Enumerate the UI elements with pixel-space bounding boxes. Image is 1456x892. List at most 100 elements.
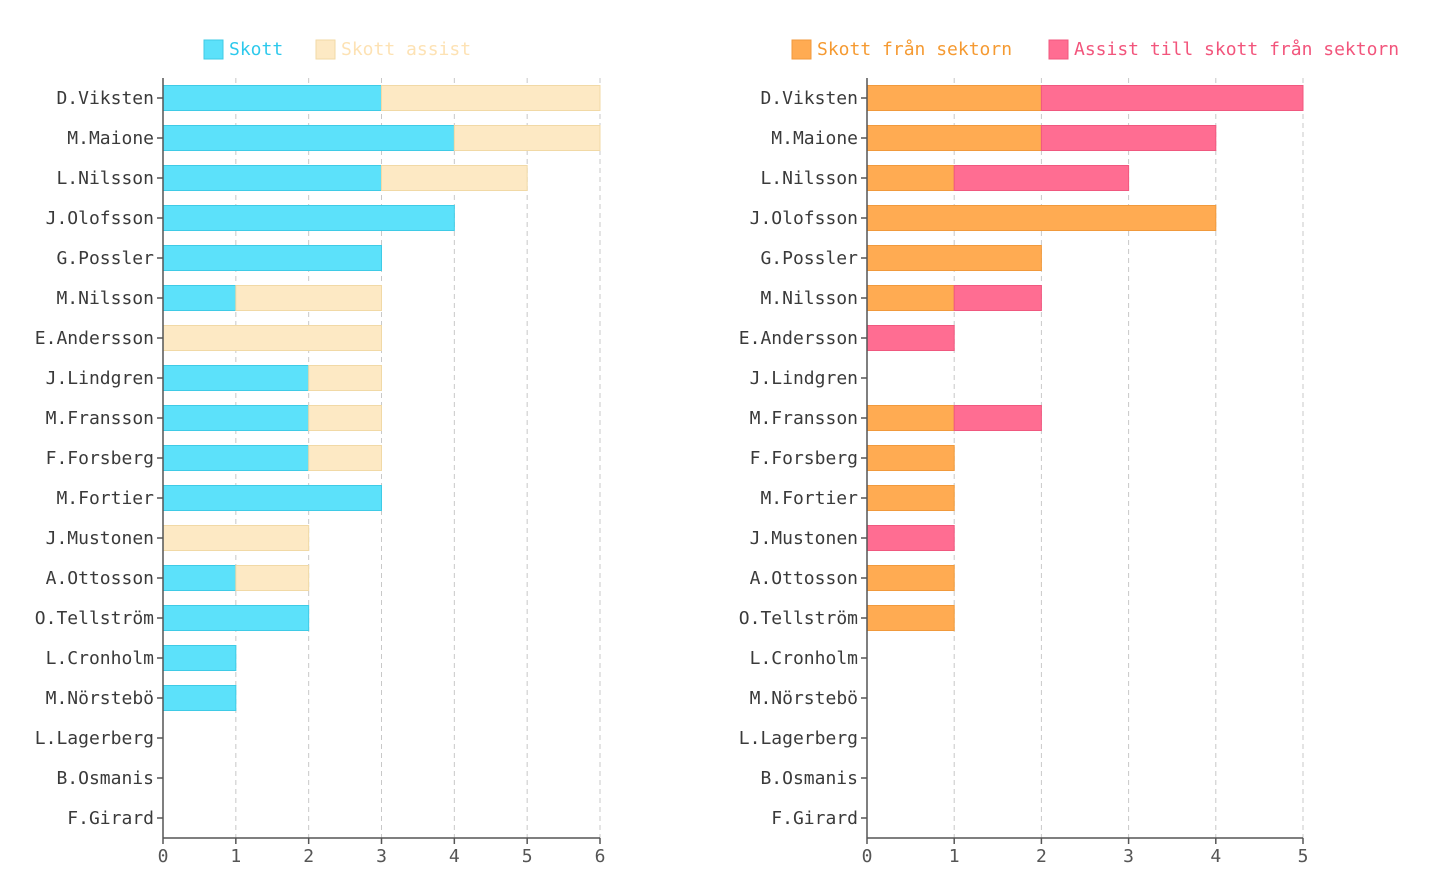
category-label: A.Ottosson [46, 568, 154, 589]
bar-primary [162, 645, 237, 671]
category-label: M.Fransson [750, 408, 858, 429]
category-label: F.Forsberg [46, 448, 154, 469]
bar-secondary [308, 365, 382, 391]
bar-primary [162, 605, 310, 631]
x-tick-label: 6 [595, 846, 606, 867]
bar-primary [162, 565, 237, 591]
bar-primary [866, 605, 955, 631]
x-tick-label: 4 [449, 846, 460, 867]
category-label: G.Possler [760, 248, 858, 269]
bar-secondary [453, 125, 601, 151]
bar-primary [162, 365, 310, 391]
bar-secondary [235, 565, 310, 591]
bar-secondary [308, 405, 382, 431]
x-tick-label: 3 [376, 846, 387, 867]
category-label: F.Forsberg [750, 448, 858, 469]
bar-secondary [162, 325, 382, 351]
bar-primary [162, 445, 310, 471]
bar-secondary [866, 525, 955, 551]
bar-primary [162, 205, 455, 231]
bar-primary [162, 405, 310, 431]
bar-secondary [235, 285, 382, 311]
category-label: J.Mustonen [750, 528, 858, 549]
category-label: L.Lagerberg [739, 728, 858, 749]
bar-primary [162, 285, 237, 311]
x-tick-label: 4 [1210, 846, 1221, 867]
bar-primary [866, 445, 955, 471]
bar-secondary [381, 85, 601, 111]
legend-label: Skott [229, 39, 283, 60]
category-label: M.Nilsson [56, 288, 154, 309]
category-label: D.Viksten [760, 88, 858, 109]
category-label: F.Girard [67, 808, 154, 829]
category-label: L.Nilsson [760, 168, 858, 189]
bar-secondary [308, 445, 382, 471]
category-label: O.Tellström [739, 608, 858, 629]
category-label: M.Nörstebö [750, 688, 858, 709]
category-label: B.Osmanis [56, 768, 154, 789]
category-label: F.Girard [771, 808, 858, 829]
x-tick-label: 1 [230, 846, 241, 867]
category-label: M.Fransson [46, 408, 154, 429]
category-label: L.Lagerberg [35, 728, 154, 749]
bar-secondary [866, 325, 955, 351]
x-tick-label: 2 [1036, 846, 1047, 867]
x-tick-label: 5 [522, 846, 533, 867]
category-label: E.Andersson [739, 328, 858, 349]
category-label: M.Maione [67, 128, 154, 149]
bar-primary [866, 125, 1042, 151]
bar-primary [162, 125, 455, 151]
bar-secondary [1040, 125, 1217, 151]
x-tick-label: 0 [158, 846, 169, 867]
bar-primary [866, 85, 1042, 111]
bar-secondary [381, 165, 528, 191]
chart-left: 0 1 2 3 4 5 6 D.Viksten M.Maione L.Nilsson J.Olofs… [35, 39, 606, 867]
legend-swatch [1048, 39, 1069, 60]
legend-swatch [315, 39, 336, 60]
legend-swatch [791, 39, 812, 60]
category-label: L.Cronholm [750, 648, 858, 669]
bar-primary [866, 405, 955, 431]
bar-secondary [953, 285, 1042, 311]
category-label: J.Olofsson [750, 208, 858, 229]
category-label: J.Lindgren [750, 368, 858, 389]
category-label: J.Mustonen [46, 528, 154, 549]
bar-primary [162, 485, 382, 511]
category-label: M.Nörstebö [46, 688, 154, 709]
bar-secondary [1040, 85, 1304, 111]
category-label: L.Nilsson [56, 168, 154, 189]
x-tick-label: 2 [303, 846, 314, 867]
category-label: L.Cronholm [46, 648, 154, 669]
category-label: B.Osmanis [760, 768, 858, 789]
bar-secondary [953, 165, 1130, 191]
bar-primary [162, 245, 382, 271]
bar-primary [866, 565, 955, 591]
category-label: M.Maione [771, 128, 858, 149]
legend-label: Assist till skott från sektorn [1074, 39, 1399, 60]
bar-primary [162, 685, 237, 711]
chart-right: 0 1 2 3 4 5 D.Viksten M.Maione L.Nilsson J.Olofss… [739, 39, 1399, 867]
x-tick-label: 1 [949, 846, 960, 867]
category-label: E.Andersson [35, 328, 154, 349]
category-label: M.Fortier [760, 488, 858, 509]
category-label: J.Olofsson [46, 208, 154, 229]
bar-primary [866, 205, 1217, 231]
category-label: M.Nilsson [760, 288, 858, 309]
category-label: M.Fortier [56, 488, 154, 509]
x-tick-label: 0 [862, 846, 873, 867]
x-tick-label: 3 [1123, 846, 1134, 867]
category-label: G.Possler [56, 248, 154, 269]
x-tick-label: 5 [1298, 846, 1309, 867]
category-label: O.Tellström [35, 608, 154, 629]
bar-secondary [953, 405, 1042, 431]
bar-primary [866, 165, 955, 191]
bar-primary [162, 165, 382, 191]
category-label: J.Lindgren [46, 368, 154, 389]
legend-label: Skott från sektorn [817, 39, 1012, 60]
category-label: D.Viksten [56, 88, 154, 109]
bar-primary [866, 245, 1042, 271]
legend-label: Skott assist [341, 39, 471, 60]
bar-secondary [162, 525, 310, 551]
bar-primary [866, 285, 955, 311]
